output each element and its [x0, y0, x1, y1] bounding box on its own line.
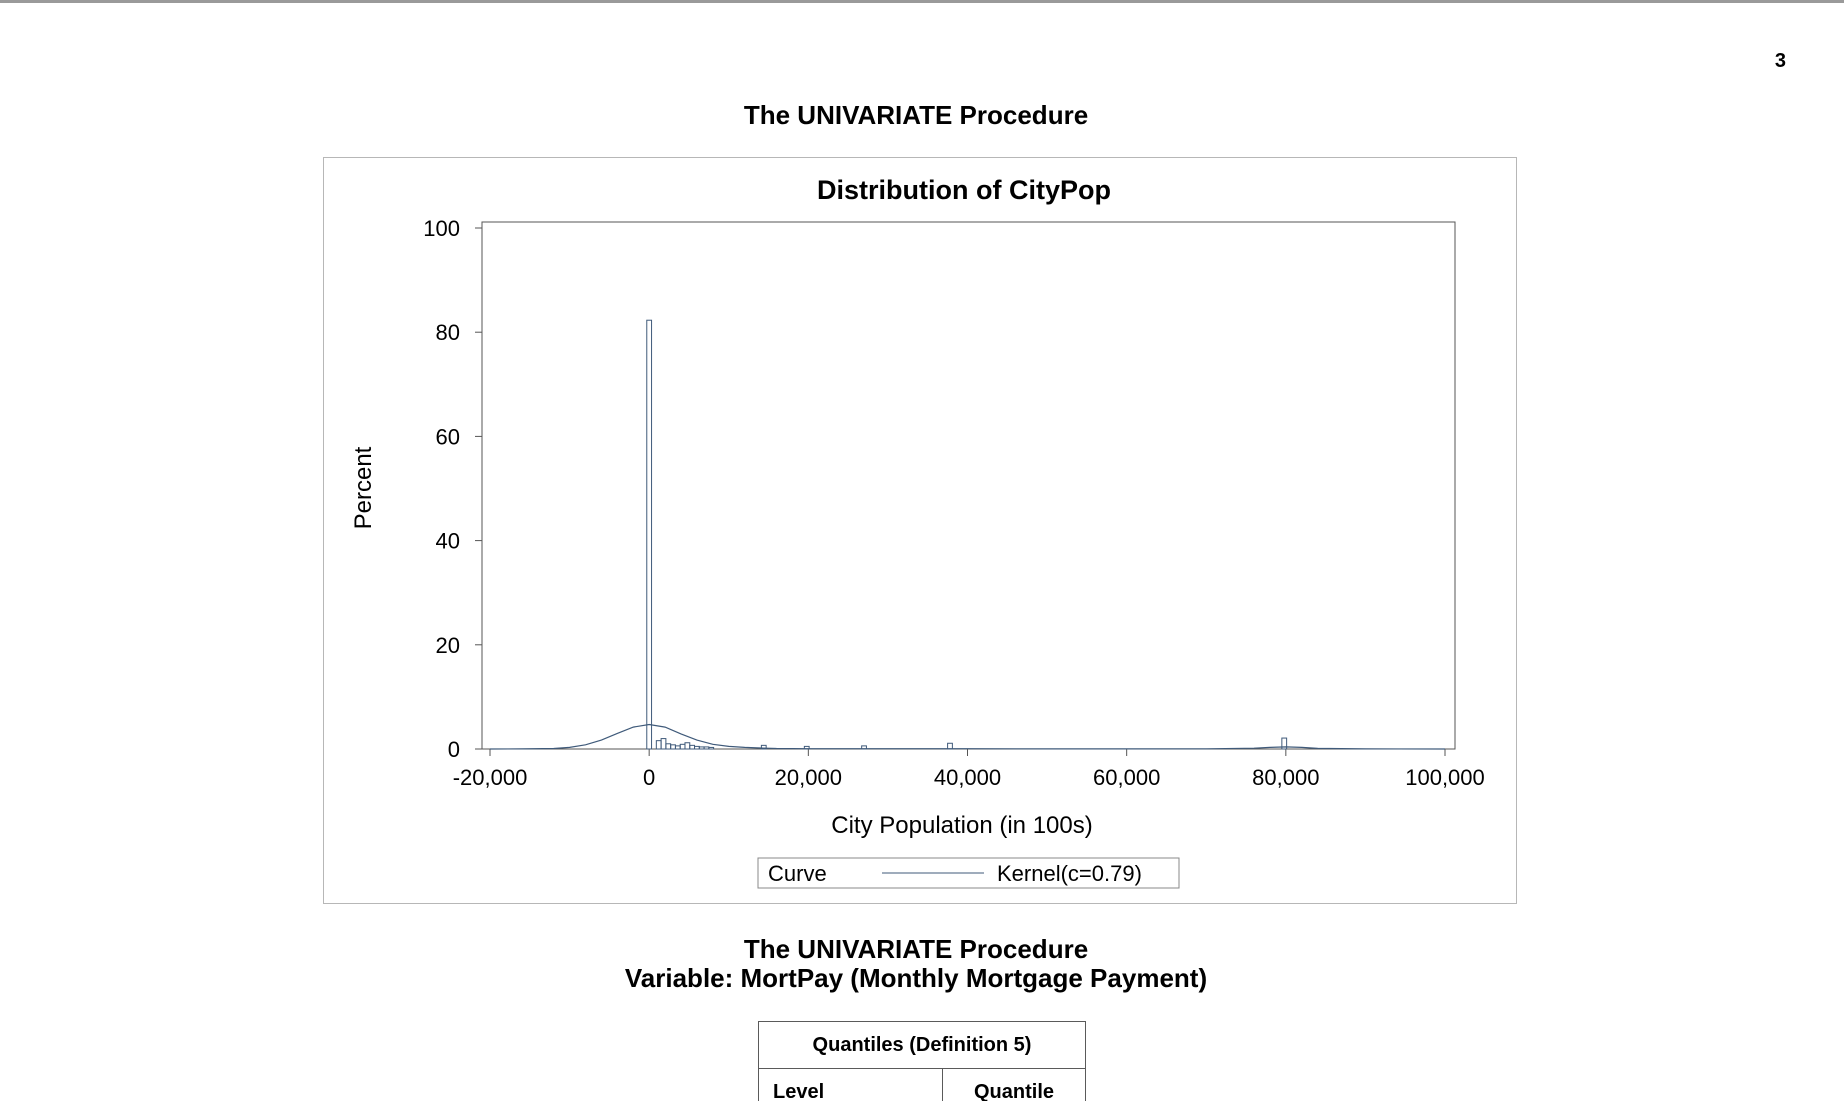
quantile-header: Quantile — [942, 1068, 1086, 1101]
histogram-bar — [689, 744, 696, 750]
y-tick-label: 20 — [436, 633, 460, 658]
legend-entry: Kernel(c=0.79) — [997, 861, 1142, 886]
top-rule — [0, 0, 1844, 3]
y-axis-label: Percent — [350, 446, 377, 529]
chart-frame: Distribution of CityPop Percent City Pop… — [323, 157, 1517, 904]
histogram-bar — [655, 740, 662, 750]
x-tick-label: 20,000 — [775, 765, 842, 790]
y-tick-label: 40 — [436, 529, 460, 554]
legend-label: Curve — [768, 861, 827, 886]
chart-title: Distribution of CityPop — [817, 175, 1111, 205]
quantiles-caption: Quantiles (Definition 5) — [758, 1021, 1086, 1069]
quantiles-table: Quantiles (Definition 5) Level Quantile — [758, 1021, 1086, 1101]
histogram-bars — [646, 319, 1288, 750]
x-tick-label: 0 — [643, 765, 655, 790]
kernel-curve-layer — [489, 723, 1446, 750]
histogram-bar — [684, 742, 691, 750]
x-tick-label: 80,000 — [1252, 765, 1319, 790]
histogram-chart: Distribution of CityPop Percent City Pop… — [350, 175, 1485, 889]
section2-title: The UNIVARIATE Procedure — [743, 934, 1089, 964]
axis-ticks: -20,000 0 20,000 40,000 60,000 80,000 100,000 0… — [423, 216, 1484, 790]
kernel-density-curve — [489, 723, 1446, 750]
legend: Curve Kernel(c=0.79) — [757, 857, 1180, 889]
section2-variable: Variable: MortPay (Monthly Mortgage Paym… — [624, 963, 1208, 993]
y-tick-label: 60 — [436, 424, 460, 449]
plot-area — [481, 221, 1456, 750]
histogram-bar — [698, 746, 705, 750]
histogram-bar — [703, 746, 710, 750]
x-tick-label: 100,000 — [1405, 765, 1485, 790]
x-tick-label: 40,000 — [934, 765, 1001, 790]
histogram-bar — [708, 746, 715, 750]
histogram-bar — [660, 738, 667, 750]
procedure-title: The UNIVARIATE Procedure — [743, 100, 1089, 130]
histogram-bar — [679, 743, 686, 750]
histogram-bar — [760, 744, 767, 750]
x-tick-label: -20,000 — [453, 765, 528, 790]
y-tick-label: 80 — [436, 320, 460, 345]
histogram-bar — [670, 744, 676, 750]
histogram-bar — [646, 319, 653, 750]
x-tick-label: 60,000 — [1093, 765, 1160, 790]
histogram-bar — [694, 745, 700, 750]
page-number: 3 — [1774, 50, 1786, 72]
x-axis-label: City Population (in 100s) — [831, 812, 1092, 839]
level-header: Level — [758, 1068, 943, 1101]
histogram-bar — [665, 743, 672, 750]
y-tick-label: 100 — [423, 216, 460, 241]
histogram-bar — [1281, 737, 1288, 750]
histogram-bar — [674, 745, 681, 750]
y-tick-label: 0 — [448, 737, 460, 762]
